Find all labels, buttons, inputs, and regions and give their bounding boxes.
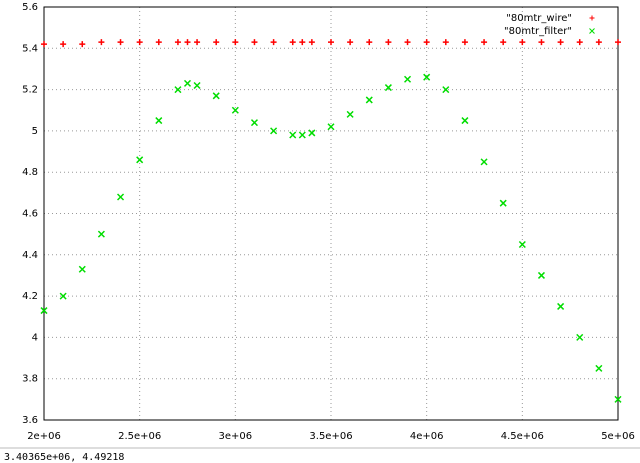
point bbox=[519, 39, 526, 46]
legend-marker bbox=[589, 15, 595, 21]
point bbox=[576, 333, 584, 341]
point bbox=[347, 39, 354, 46]
point bbox=[270, 39, 277, 46]
y-tick-label: 5.4 bbox=[22, 43, 38, 54]
point bbox=[328, 39, 334, 46]
point bbox=[98, 39, 105, 46]
point bbox=[117, 39, 124, 46]
point bbox=[595, 364, 603, 372]
point bbox=[404, 39, 411, 46]
point bbox=[193, 81, 201, 90]
point bbox=[461, 39, 468, 46]
point bbox=[270, 127, 278, 135]
point bbox=[298, 131, 306, 139]
point bbox=[251, 39, 258, 46]
point bbox=[231, 106, 239, 114]
y-tick-label: 4.4 bbox=[22, 250, 38, 261]
x-tick-label: 3.5e+06 bbox=[309, 431, 352, 442]
point bbox=[117, 193, 125, 201]
y-tick-label: 4 bbox=[32, 332, 38, 343]
point bbox=[595, 39, 602, 46]
point bbox=[404, 75, 412, 83]
point bbox=[346, 110, 354, 118]
point bbox=[308, 129, 316, 137]
y-tick-label: 4.6 bbox=[22, 209, 38, 220]
point bbox=[194, 39, 201, 46]
point bbox=[41, 41, 47, 48]
legend-label: "80mtr_filter" bbox=[504, 26, 572, 37]
point bbox=[212, 92, 220, 100]
point bbox=[60, 41, 67, 48]
y-tick-label: 4.8 bbox=[22, 167, 38, 178]
status-bar: 3.40365e+06, 4.49218 bbox=[4, 452, 124, 463]
y-tick-label: 3.8 bbox=[22, 374, 38, 385]
point bbox=[557, 302, 565, 310]
point bbox=[78, 265, 86, 273]
point bbox=[557, 39, 564, 46]
point bbox=[213, 39, 220, 46]
point bbox=[97, 230, 105, 238]
point bbox=[79, 41, 86, 48]
point bbox=[500, 39, 507, 46]
point bbox=[250, 119, 258, 127]
point bbox=[184, 39, 191, 46]
plot-border bbox=[43, 6, 619, 421]
y-tick-label: 5.6 bbox=[22, 2, 38, 13]
point bbox=[59, 292, 67, 300]
point bbox=[442, 86, 450, 94]
point bbox=[614, 395, 622, 403]
point bbox=[481, 39, 488, 46]
x-tick-label: 2e+06 bbox=[27, 431, 61, 442]
point bbox=[40, 307, 48, 315]
point bbox=[423, 39, 430, 46]
point bbox=[499, 199, 507, 207]
point bbox=[480, 158, 488, 166]
point bbox=[461, 117, 469, 125]
point bbox=[155, 117, 163, 125]
point bbox=[537, 271, 545, 279]
point bbox=[615, 39, 621, 46]
x-tick-label: 4.5e+06 bbox=[501, 431, 544, 442]
y-tick-label: 3.6 bbox=[22, 415, 38, 426]
point bbox=[174, 86, 182, 94]
point bbox=[442, 39, 449, 46]
point bbox=[384, 84, 392, 92]
y-tick-label: 4.2 bbox=[22, 291, 38, 302]
x-tick-label: 4e+06 bbox=[410, 431, 444, 442]
point bbox=[299, 39, 306, 46]
point bbox=[385, 39, 392, 46]
point bbox=[136, 156, 144, 164]
x-tick-label: 2.5e+06 bbox=[118, 431, 161, 442]
point bbox=[232, 39, 239, 46]
point bbox=[423, 73, 431, 81]
x-tick-label: 3e+06 bbox=[219, 431, 253, 442]
legend-marker bbox=[589, 28, 595, 34]
point bbox=[136, 39, 143, 46]
point bbox=[289, 39, 296, 46]
point bbox=[366, 39, 373, 46]
point bbox=[518, 240, 526, 249]
point bbox=[308, 39, 315, 46]
legend-label: "80mtr_wire" bbox=[506, 13, 572, 24]
y-tick-label: 5 bbox=[32, 126, 38, 137]
point bbox=[289, 131, 297, 139]
y-tick-label: 5.2 bbox=[22, 85, 38, 96]
point bbox=[327, 123, 335, 131]
point bbox=[183, 79, 192, 87]
x-tick-label: 5e+06 bbox=[601, 431, 635, 442]
point bbox=[365, 96, 373, 104]
point bbox=[538, 39, 545, 46]
point bbox=[576, 39, 583, 46]
point bbox=[155, 39, 162, 46]
point bbox=[174, 39, 181, 46]
